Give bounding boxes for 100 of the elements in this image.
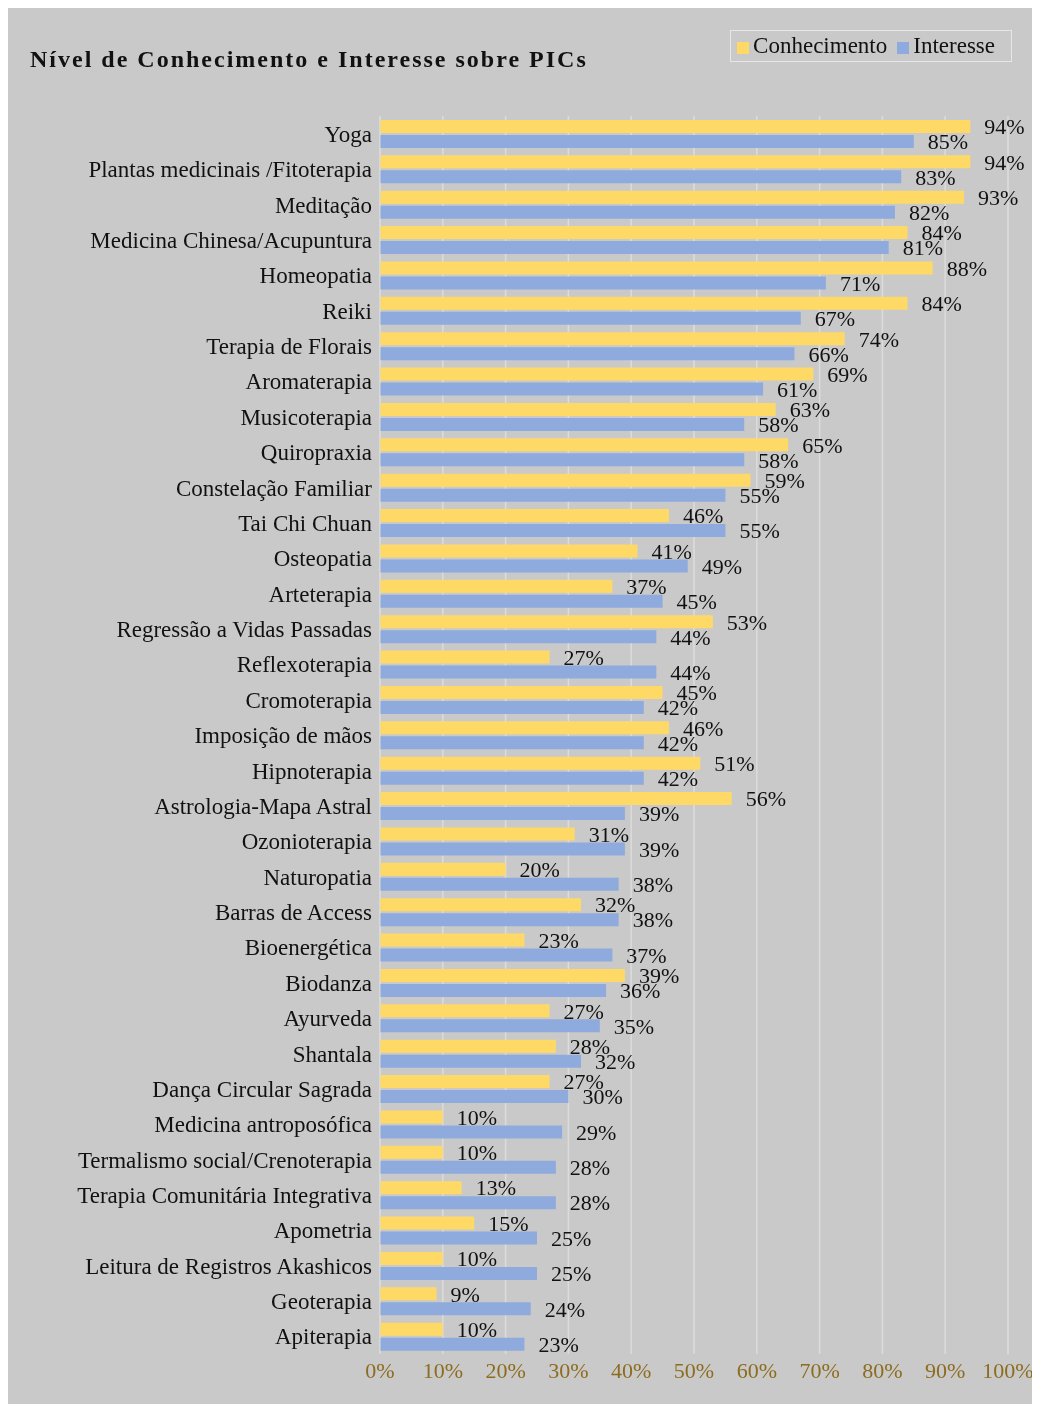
y-tick-label: Regressão a Vidas Passadas	[116, 617, 373, 643]
data-label: 83%	[915, 164, 956, 190]
bar	[380, 296, 908, 310]
bar	[380, 120, 971, 133]
data-label: 55%	[739, 518, 780, 544]
y-tick-label: Apiterapia	[274, 1324, 372, 1350]
y-tick-label: Aromaterapia	[245, 369, 372, 395]
bar	[380, 736, 644, 750]
data-label: 39%	[638, 801, 680, 827]
data-label: 28%	[569, 1155, 611, 1181]
bar	[380, 842, 625, 856]
y-tick-label: Medicina Chinesa/Acupuntura	[90, 227, 372, 253]
legend-label: Conhecimento	[753, 33, 888, 58]
bar	[380, 1125, 563, 1139]
data-label: 25%	[551, 1261, 592, 1287]
bar	[380, 402, 776, 416]
bar	[380, 792, 732, 806]
bar	[380, 488, 726, 502]
y-tick-label: Tai Chi Chuan	[238, 510, 373, 536]
bar	[380, 756, 701, 770]
data-label: 41%	[651, 538, 692, 564]
bar	[380, 650, 550, 664]
y-tick-label: Leitura de Registros Akashicos	[85, 1253, 373, 1279]
y-tick-label: Bioenergética	[244, 935, 372, 961]
bar	[380, 700, 644, 714]
bar	[380, 1160, 556, 1174]
bar	[380, 1322, 443, 1336]
data-label: 93%	[978, 185, 1019, 211]
y-tick-label: Reiki	[322, 298, 372, 324]
data-label: 67%	[814, 306, 856, 332]
y-tick-label: Homeopatia	[259, 263, 372, 289]
bar	[380, 1019, 600, 1033]
data-label: 24%	[544, 1296, 586, 1322]
bar	[380, 226, 908, 240]
data-label: 71%	[839, 270, 881, 296]
data-label: 10%	[456, 1246, 498, 1272]
y-tick-label: Termalismo social/Crenoterapia	[77, 1147, 372, 1173]
bar	[380, 862, 506, 876]
bar	[380, 1231, 537, 1245]
data-label: 53%	[726, 609, 768, 635]
bar	[380, 276, 826, 290]
bar	[380, 544, 638, 558]
data-label: 65%	[802, 432, 843, 458]
data-label: 94%	[984, 149, 1025, 175]
data-label: 27%	[563, 644, 604, 670]
bar	[380, 1266, 537, 1280]
bar	[380, 1287, 437, 1301]
data-label: 28%	[569, 1190, 611, 1216]
x-tick-label: 60%	[736, 1357, 777, 1383]
bar	[380, 1110, 443, 1124]
bar	[380, 559, 688, 573]
bar	[380, 417, 745, 431]
x-tick-label: 80%	[862, 1357, 903, 1383]
data-label: 44%	[670, 624, 711, 650]
data-label: 45%	[676, 589, 717, 615]
bar	[380, 524, 726, 538]
y-tick-label: Apometria	[273, 1218, 372, 1244]
bar	[380, 1337, 525, 1351]
bar	[380, 948, 613, 962]
x-tick-label: 70%	[799, 1357, 840, 1383]
bar	[380, 933, 525, 947]
y-tick-label: Arteterapia	[268, 581, 372, 607]
data-label: 49%	[701, 553, 743, 579]
x-tick-label: 0%	[365, 1357, 395, 1383]
y-tick-label: Cromoterapia	[245, 687, 372, 713]
y-tick-label: Shantala	[292, 1041, 372, 1067]
y-tick-label: Plantas medicinais /Fitoterapia	[88, 157, 372, 183]
data-label: 13%	[475, 1175, 516, 1201]
bar	[380, 135, 914, 148]
y-tick-label: Meditação	[274, 192, 372, 218]
y-tick-label: Biodanza	[285, 970, 372, 996]
x-tick-label: 90%	[925, 1357, 966, 1383]
bar	[380, 1196, 556, 1210]
y-tick-label: Hipnoterapia	[251, 758, 372, 784]
data-label: 38%	[632, 872, 673, 898]
y-tick-label: Reflexoterapia	[236, 652, 372, 678]
bar	[380, 473, 751, 487]
data-label: 9%	[450, 1281, 480, 1307]
data-label: 23%	[538, 927, 579, 953]
bar	[380, 807, 625, 821]
y-tick-label: Astrologia-Mapa Astral	[154, 793, 372, 819]
bar	[380, 509, 669, 523]
data-label: 10%	[456, 1104, 498, 1130]
data-label: 88%	[946, 255, 987, 281]
x-tick-label: 20%	[485, 1357, 526, 1383]
data-label: 39%	[638, 836, 680, 862]
bar	[380, 1004, 550, 1018]
bar	[380, 685, 663, 699]
bar	[380, 332, 845, 346]
data-label: 15%	[488, 1210, 529, 1236]
data-label: 82%	[908, 200, 950, 226]
data-label: 94%	[984, 114, 1025, 140]
legend-label: Interesse	[913, 33, 995, 58]
bar	[380, 1075, 550, 1089]
y-tick-label: Quiropraxia	[260, 440, 372, 466]
y-tick-label: Musicoterapia	[240, 404, 372, 430]
y-tick-label: Osteopatia	[273, 546, 372, 572]
data-label: 37%	[626, 574, 667, 600]
y-tick-label: Barras de Access	[214, 900, 373, 926]
y-tick-label: Yoga	[324, 121, 372, 147]
